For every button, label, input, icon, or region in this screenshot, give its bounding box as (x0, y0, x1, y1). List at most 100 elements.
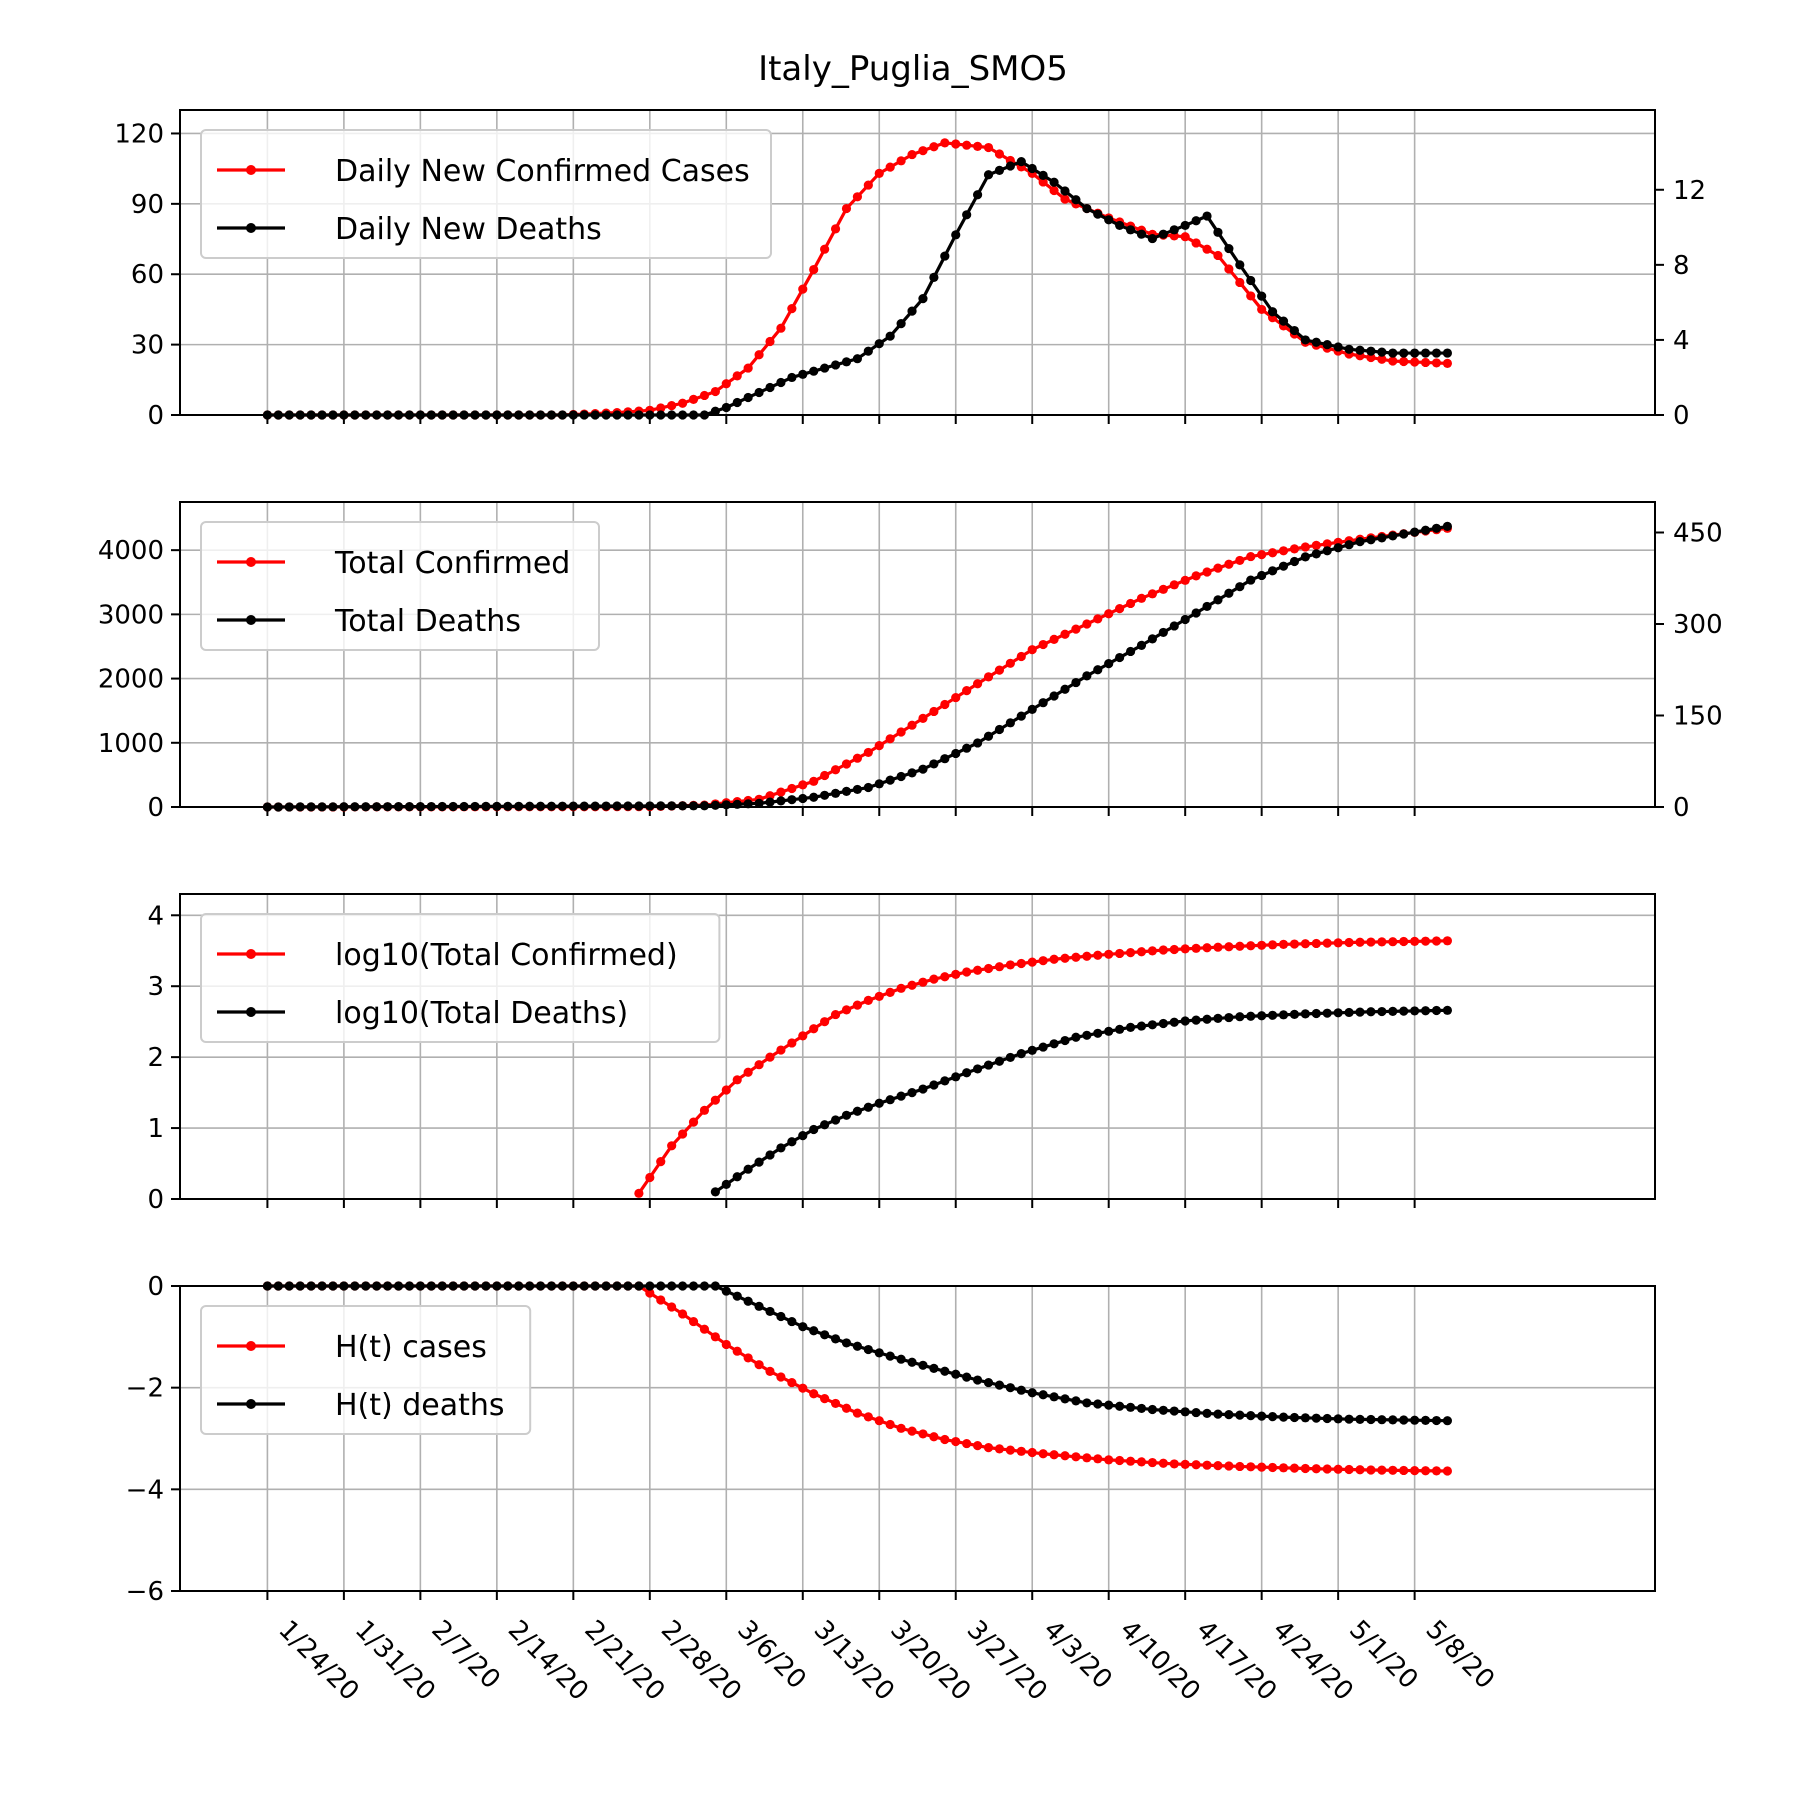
legend: log10(Total Confirmed) log10(Total Deaths… (200, 913, 721, 1043)
data-point (1202, 1460, 1212, 1470)
data-point (1322, 938, 1332, 948)
data-point (765, 336, 775, 347)
data-point (1213, 1013, 1223, 1024)
data-point (1442, 936, 1453, 946)
data-point (929, 974, 939, 984)
y-tick-label: 4000 (98, 536, 164, 566)
data-point (1388, 1465, 1398, 1475)
data-point (721, 1179, 731, 1189)
data-point (688, 801, 699, 811)
data-point (896, 727, 906, 737)
data-point (1038, 1449, 1048, 1459)
data-point (1027, 957, 1037, 967)
data-point (776, 1045, 786, 1055)
data-point (765, 1052, 775, 1062)
data-point (1344, 1007, 1354, 1018)
data-point (940, 972, 950, 982)
legend-marker (246, 1007, 256, 1017)
data-point (852, 784, 863, 795)
data-point (1136, 1403, 1147, 1414)
data-point (1027, 1447, 1037, 1458)
data-point (1289, 325, 1300, 336)
data-point (765, 1150, 775, 1160)
data-point (721, 402, 731, 413)
data-point (798, 369, 808, 379)
data-point (1267, 940, 1278, 950)
data-point (1442, 1416, 1453, 1426)
data-point (1082, 1453, 1092, 1463)
data-point (1278, 316, 1289, 326)
data-point (732, 397, 742, 408)
y-tick-label: 3000 (98, 600, 164, 630)
data-point (863, 346, 873, 356)
data-point (1071, 195, 1081, 205)
data-point (776, 787, 786, 797)
data-point (1158, 229, 1168, 239)
data-point (1202, 567, 1212, 577)
data-point (1246, 1411, 1256, 1421)
data-point (688, 394, 699, 404)
data-point (863, 1102, 873, 1112)
data-point (1071, 677, 1081, 688)
data-point (1235, 582, 1245, 592)
data-point (1093, 1454, 1103, 1464)
data-point (951, 969, 961, 979)
y-tick-label: −4 (126, 1475, 164, 1505)
data-point (1027, 704, 1037, 715)
y-tick-label: 0 (147, 1272, 164, 1302)
data-point (765, 382, 775, 393)
data-point (940, 251, 950, 261)
data-point (929, 706, 939, 717)
data-point (754, 1360, 764, 1370)
data-point (1311, 1464, 1321, 1474)
data-point (1038, 698, 1048, 708)
data-point (1410, 1006, 1420, 1016)
data-point (1442, 521, 1453, 532)
legend-box (200, 1305, 532, 1435)
data-point (885, 775, 895, 785)
data-point (820, 363, 830, 373)
data-point (1410, 1415, 1420, 1425)
data-point (874, 991, 884, 1001)
data-point (1147, 233, 1158, 244)
data-point (896, 1091, 906, 1101)
data-point (1180, 1016, 1190, 1026)
data-point (721, 800, 731, 810)
data-point (809, 776, 819, 786)
data-point (1355, 1465, 1365, 1475)
data-point (1420, 1466, 1431, 1476)
data-point (874, 1348, 884, 1358)
data-point (1333, 1464, 1343, 1474)
data-point (929, 272, 939, 282)
data-point (710, 406, 720, 416)
legend-label: Total Deaths (334, 604, 521, 639)
data-point (710, 800, 720, 810)
data-point (1366, 1414, 1376, 1425)
data-point (1213, 1409, 1223, 1419)
data-point (645, 1172, 655, 1183)
data-point (1224, 264, 1234, 274)
legend: H(t) cases H(t) deaths (200, 1305, 532, 1435)
data-point (885, 1351, 895, 1361)
data-point (754, 1157, 764, 1167)
data-point (841, 203, 852, 214)
legend: Total Confirmed Total Deaths (200, 521, 600, 651)
data-point (951, 692, 961, 703)
data-point (1049, 691, 1059, 701)
data-point (1442, 358, 1453, 368)
data-point (1224, 1012, 1234, 1023)
data-point (1267, 307, 1278, 317)
data-point (1180, 232, 1190, 242)
data-point (1147, 946, 1158, 956)
data-point (1213, 942, 1223, 952)
data-point (1169, 1406, 1179, 1416)
data-point (656, 1295, 666, 1305)
data-point (1267, 548, 1278, 558)
data-point (929, 1363, 939, 1373)
data-point (1027, 1045, 1037, 1055)
data-point (1431, 358, 1442, 368)
data-point (1377, 937, 1387, 947)
data-point (1191, 571, 1201, 581)
data-point (1235, 277, 1245, 288)
data-point (983, 1377, 994, 1388)
